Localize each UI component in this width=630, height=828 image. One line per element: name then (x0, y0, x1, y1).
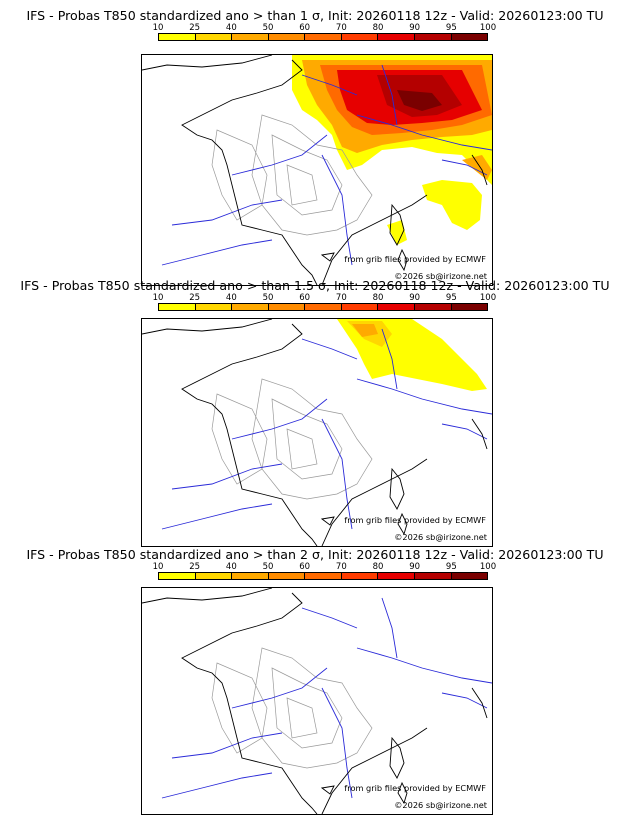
probability-field (292, 55, 492, 245)
colorbar-segment (341, 573, 379, 579)
copyright-credit: ©2026 sb@irizone.net (394, 271, 487, 281)
colorbar (158, 33, 488, 41)
map-canvas (142, 55, 492, 285)
source-credit: from grib files provided by ECMWF (344, 515, 486, 525)
copyright-credit: ©2026 sb@irizone.net (394, 800, 487, 810)
colorbar-tick-label: 100 (479, 293, 497, 303)
source-credit: from grib files provided by ECMWF (344, 254, 486, 264)
colorbar-segment (451, 304, 488, 310)
prob-orange (352, 324, 378, 337)
colorbar-tick-label: 90 (409, 562, 421, 572)
colorbar-tick-label: 70 (335, 562, 347, 572)
colorbar-segment (305, 34, 342, 40)
admin-borders (211, 378, 373, 500)
colorbar-segment (305, 304, 342, 310)
colorbar-tick-label: 90 (409, 293, 421, 303)
map-canvas (142, 319, 492, 546)
colorbar-labels: 10 25 40 50 60 70 80 90 95 100 (153, 293, 497, 303)
colorbar-tick-label: 80 (372, 562, 384, 572)
colorbar-segment (378, 573, 415, 579)
colorbar-tick-label: 50 (262, 23, 274, 33)
colorbar-segment (341, 304, 379, 310)
colorbar-tick-label: 10 (152, 562, 164, 572)
coastline (142, 588, 488, 814)
map-panel-2: IFS - Probas T850 standardized ano > tha… (0, 278, 630, 548)
colorbar-segment (341, 34, 379, 40)
colorbar-segment (414, 34, 452, 40)
colorbar-segment (451, 573, 488, 579)
copyright-credit: ©2026 sb@irizone.net (394, 532, 487, 542)
colorbar-tick-label: 80 (372, 293, 384, 303)
colorbar-tick-label: 70 (335, 293, 347, 303)
colorbar-segment (232, 573, 269, 579)
colorbar-segment (195, 304, 233, 310)
prob-darkred (397, 90, 442, 111)
colorbar-tick-label: 50 (262, 293, 274, 303)
colorbar-tick-label: 50 (262, 562, 274, 572)
colorbar-segment (195, 573, 233, 579)
colorbar-tick-label: 100 (479, 562, 497, 572)
rivers (161, 597, 492, 799)
colorbar-segment (268, 34, 306, 40)
panel-title: IFS - Probas T850 standardized ano > tha… (26, 8, 604, 23)
colorbar-segment (414, 573, 452, 579)
colorbar-segment (159, 34, 196, 40)
colorbar-tick-label: 90 (409, 23, 421, 33)
probability-field (337, 319, 487, 391)
colorbar-tick-label: 10 (152, 293, 164, 303)
colorbar-tick-label: 60 (299, 562, 311, 572)
colorbar-tick-label: 40 (225, 23, 237, 33)
colorbar-tick-label: 100 (479, 23, 497, 33)
colorbar-tick-label: 25 (189, 23, 201, 33)
colorbar-segment (305, 573, 342, 579)
colorbar-tick-label: 95 (445, 562, 457, 572)
colorbar-tick-label: 60 (299, 293, 311, 303)
colorbar-tick-label: 40 (225, 293, 237, 303)
colorbar-tick-label: 40 (225, 562, 237, 572)
colorbar-segment (159, 573, 196, 579)
colorbar-segment (268, 304, 306, 310)
colorbar-tick-label: 25 (189, 293, 201, 303)
panel-title: IFS - Probas T850 standardized ano > tha… (20, 278, 610, 293)
colorbar-labels: 10 25 40 50 60 70 80 90 95 100 (153, 562, 497, 572)
map-panel-1: IFS - Probas T850 standardized ano > tha… (0, 8, 630, 286)
colorbar-segment (232, 34, 269, 40)
map-canvas (142, 588, 492, 814)
colorbar-segment (232, 304, 269, 310)
rivers (161, 64, 492, 266)
colorbar-segment (451, 34, 488, 40)
panel-title: IFS - Probas T850 standardized ano > tha… (26, 547, 604, 562)
admin-borders (211, 647, 373, 769)
coastline (142, 55, 488, 285)
map-area: from grib files provided by ECMWF ©2026 … (141, 318, 493, 547)
rivers (161, 328, 492, 530)
colorbar-segment (159, 304, 196, 310)
colorbar-tick-label: 95 (445, 293, 457, 303)
map-panel-3: IFS - Probas T850 standardized ano > tha… (0, 547, 630, 828)
colorbar-tick-label: 95 (445, 23, 457, 33)
colorbar (158, 572, 488, 580)
prob-yellow (387, 220, 407, 245)
source-credit: from grib files provided by ECMWF (344, 783, 486, 793)
prob-yellow (422, 180, 482, 230)
map-area: from grib files provided by ECMWF ©2026 … (141, 587, 493, 815)
colorbar-segment (268, 573, 306, 579)
colorbar-tick-label: 60 (299, 23, 311, 33)
colorbar-labels: 10 25 40 50 60 70 80 90 95 100 (153, 23, 497, 33)
colorbar-tick-label: 80 (372, 23, 384, 33)
colorbar-segment (378, 304, 415, 310)
coastline (142, 319, 488, 546)
colorbar-segment (414, 304, 452, 310)
colorbar-segment (195, 34, 233, 40)
colorbar-tick-label: 70 (335, 23, 347, 33)
map-area: from grib files provided by ECMWF ©2026 … (141, 54, 493, 286)
colorbar-segment (378, 34, 415, 40)
colorbar-tick-label: 25 (189, 562, 201, 572)
colorbar-tick-label: 10 (152, 23, 164, 33)
colorbar (158, 303, 488, 311)
